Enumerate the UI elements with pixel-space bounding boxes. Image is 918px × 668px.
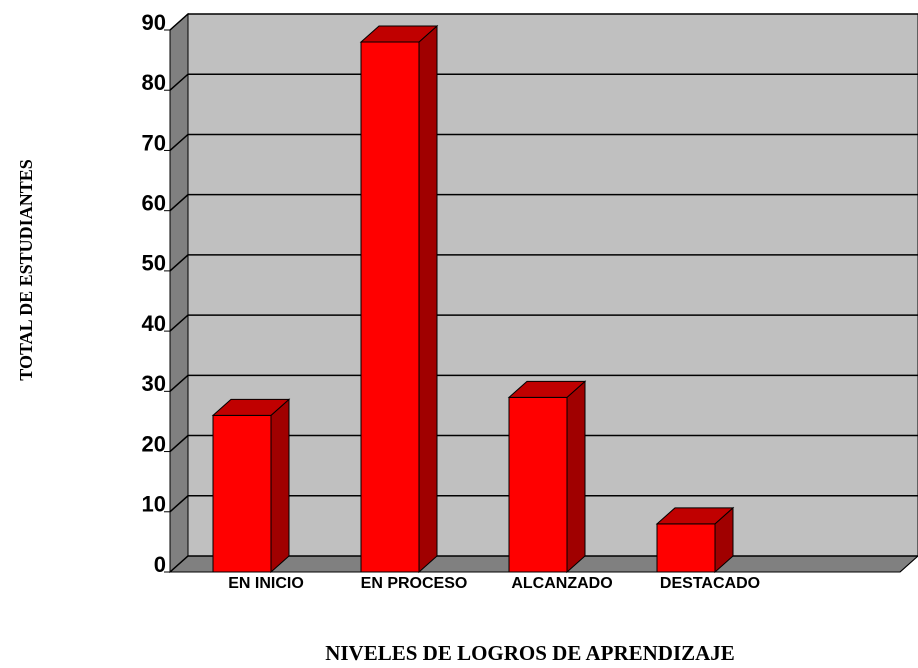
y-tick-label: 80 [142,70,166,95]
x-axis-title: NIVELES DE LOGROS DE APRENDIZAJE [325,641,735,665]
grid-line [169,133,918,152]
bar-top [211,398,291,416]
y-tick-label: 40 [142,311,166,336]
x-tick-label: EN INICIO [228,575,304,592]
grid-line [169,374,918,392]
grid-line [169,495,918,513]
bar-side [566,380,586,574]
bar-front [212,414,272,573]
grid-line [169,434,918,453]
bar-front [656,523,716,573]
grid-line [169,254,918,272]
bar-top [359,25,439,43]
y-tick-label: 60 [142,190,166,215]
y-tick-label: 0 [154,552,166,577]
bar [211,398,291,574]
x-tick-label: ALCANZADO [511,575,612,592]
y-tick-label: 30 [142,371,166,396]
y-tick-label: 20 [142,431,166,456]
bar-front [508,396,568,573]
bar-side [418,24,438,574]
bar [655,506,735,574]
bar-top [655,507,735,525]
bar [507,380,587,574]
grid-line [169,193,918,212]
y-axis-title: TOTAL DE ESTUDIANTES [16,159,36,380]
grid-line [169,314,918,332]
x-tick-label: EN PROCESO [361,575,468,592]
bar [359,24,439,574]
y-tick-label: 10 [142,492,166,517]
bar-top [507,380,587,398]
grid-line [169,73,918,91]
side-wall [169,12,189,574]
y-tick-label: 70 [142,130,166,155]
x-axis-end [899,555,918,573]
x-tick-label: DESTACADO [660,575,760,592]
y-tick-label: 50 [142,251,166,276]
bar-front [360,41,420,573]
grid-line [169,13,918,31]
bar-side [270,398,290,574]
y-tick-label: 90 [142,10,166,35]
